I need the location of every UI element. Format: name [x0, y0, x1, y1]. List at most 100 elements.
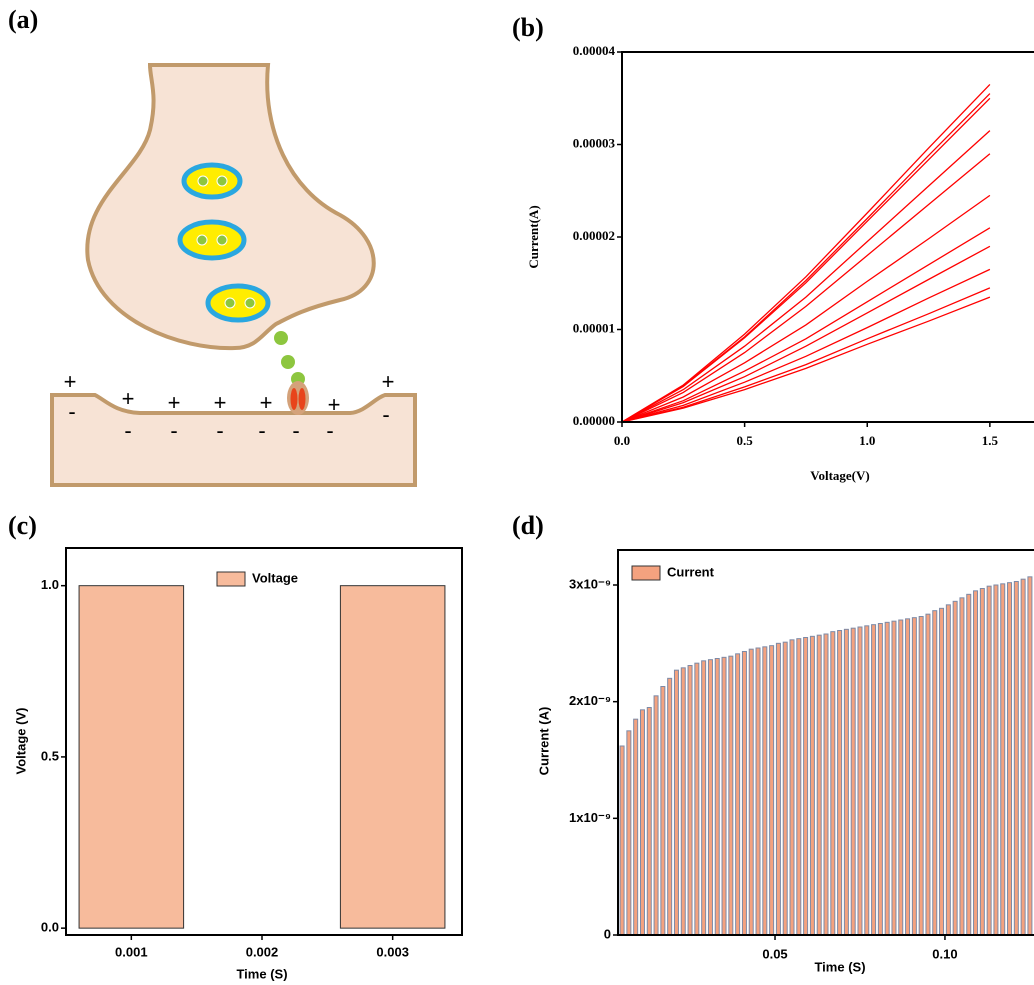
bar: [680, 667, 686, 936]
bar: [694, 662, 700, 936]
bar: [939, 607, 945, 936]
legend-swatch: [216, 571, 246, 587]
bar: [646, 707, 652, 936]
bar: [816, 634, 822, 936]
panel-label: (a): [8, 5, 38, 34]
bar: [830, 631, 836, 936]
bar: [918, 616, 924, 936]
bar: [843, 628, 849, 936]
postsynaptic-membrane: [50, 393, 417, 487]
y-axis-title: Current (A): [536, 707, 551, 776]
bar: [850, 627, 856, 936]
panel-label: (d): [512, 511, 544, 540]
charge-sign: +: [64, 369, 77, 394]
bar: [823, 633, 829, 936]
x-tick-label: 0.003: [376, 944, 409, 959]
y-tick-label: 1x10⁻⁹: [569, 810, 611, 825]
charge-sign: -: [124, 418, 131, 443]
bar: [735, 653, 741, 936]
y-tick-label: 0.00001: [573, 320, 615, 335]
bar: [966, 593, 972, 936]
bar: [1000, 583, 1006, 936]
x-axis-title: Time (S): [236, 966, 287, 981]
bar: [945, 604, 951, 936]
line: [621, 130, 991, 423]
charge-sign: +: [328, 392, 341, 417]
bar: [714, 658, 720, 936]
y-axis-title: Current(A): [526, 205, 541, 268]
line: [621, 194, 991, 423]
charge-sign: +: [122, 386, 135, 411]
x-tick-label: 1.5: [982, 433, 999, 448]
bar: [769, 645, 775, 936]
line: [621, 287, 991, 423]
x-axis-title: Time (S): [814, 959, 865, 974]
plot-frame: [621, 51, 1034, 423]
neurotransmitter: [281, 355, 295, 369]
legend-label: Voltage: [252, 570, 298, 585]
bar: [932, 610, 938, 936]
y-tick-label: 3x10⁻⁹: [569, 576, 611, 591]
x-tick-label: 1.0: [859, 433, 875, 448]
bar: [986, 585, 992, 936]
bar: [619, 745, 625, 936]
vesicle: [181, 162, 243, 200]
line: [621, 245, 991, 423]
presynaptic-terminal: [85, 63, 376, 351]
charge-sign: -: [382, 402, 389, 427]
bar: [959, 597, 965, 936]
bar: [762, 646, 768, 936]
bar: [1007, 582, 1013, 936]
panel-label: (b): [512, 13, 544, 42]
receptor: [287, 381, 309, 415]
bar: [755, 647, 761, 936]
line: [621, 83, 991, 423]
bar: [898, 619, 904, 936]
bar: [639, 709, 645, 936]
bar: [1020, 578, 1026, 936]
y-axis-title: Voltage (V): [13, 708, 28, 775]
x-tick-label: 0.5: [736, 433, 753, 448]
bar: [925, 613, 931, 936]
plot-frame: [65, 547, 463, 936]
x-tick-label: 0.001: [115, 944, 148, 959]
bar: [803, 637, 809, 936]
line: [621, 153, 991, 423]
y-tick-label: 0.00002: [573, 228, 615, 243]
line: [621, 268, 991, 423]
neurotransmitter: [274, 331, 288, 345]
bar: [748, 648, 754, 936]
bar: [796, 638, 802, 936]
panel-label: (c): [8, 511, 37, 540]
y-tick-label: 0: [604, 926, 611, 941]
bar: [952, 600, 958, 936]
x-tick-label: 0.0: [614, 433, 630, 448]
bar: [857, 626, 863, 936]
bar: [633, 718, 639, 936]
bar: [891, 620, 897, 936]
bar: [789, 639, 795, 936]
y-tick-label: 0.5: [41, 748, 59, 763]
bar: [782, 641, 788, 936]
chart: 0.0 0.5 1.0 0.001 0.002 0.003 Time (S) Voltage …: [13, 547, 463, 981]
bar: [707, 659, 713, 936]
charge-sign: -: [68, 399, 75, 424]
bar: [775, 642, 781, 936]
charge-sign: -: [216, 418, 223, 443]
chart: 0 1x10⁻⁹ 2x10⁻⁹ 3x10⁻⁹ 0.05 0.10 Time (S) Curre…: [536, 549, 1034, 974]
bar: [979, 588, 985, 936]
bar: [864, 625, 870, 936]
bar: [741, 651, 747, 936]
line: [621, 93, 991, 423]
legend-label: Current: [667, 564, 715, 579]
charge-sign: +: [214, 390, 227, 415]
bar: [653, 695, 659, 936]
bar: [1027, 576, 1033, 936]
bar: [809, 635, 815, 936]
charge-sign: -: [170, 418, 177, 443]
charge-sign: +: [168, 390, 181, 415]
bar: [728, 655, 734, 936]
legend-swatch: [631, 565, 661, 581]
bar: [993, 584, 999, 936]
